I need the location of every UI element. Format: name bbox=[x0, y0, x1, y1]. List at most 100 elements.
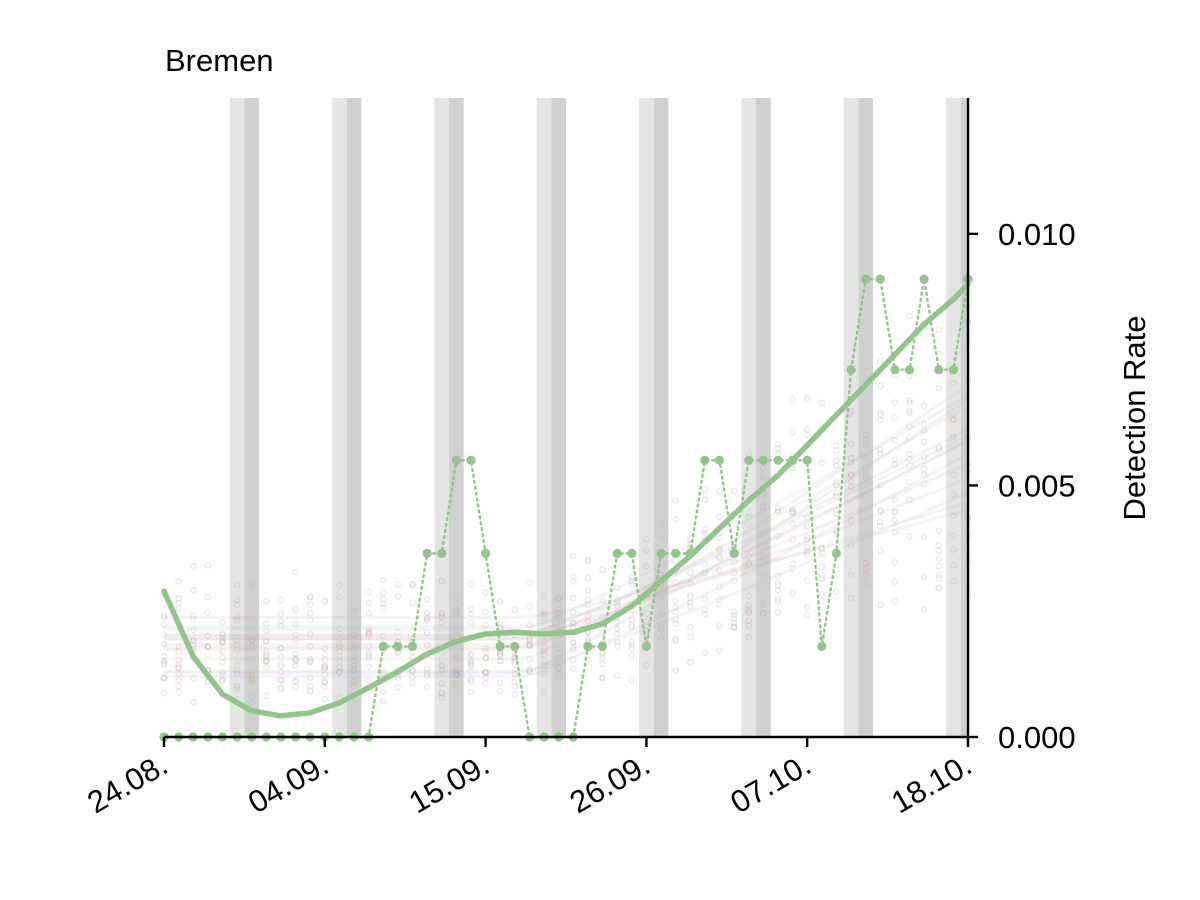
background-point bbox=[628, 677, 636, 684]
daily-series-point bbox=[890, 365, 900, 375]
background-point bbox=[628, 641, 636, 649]
background-point bbox=[570, 656, 577, 664]
daily-series-point bbox=[948, 365, 959, 375]
background-point bbox=[219, 671, 226, 678]
background-point bbox=[862, 581, 870, 589]
background-point bbox=[774, 441, 782, 448]
background-point bbox=[716, 583, 723, 591]
background-point bbox=[906, 478, 913, 486]
weekend-band-sat-4 bbox=[639, 98, 654, 737]
weekend-band-sun-5 bbox=[756, 98, 771, 737]
background-point bbox=[365, 642, 373, 650]
background-point bbox=[789, 464, 796, 472]
background-point bbox=[467, 662, 475, 670]
background-point bbox=[862, 431, 870, 439]
background-point bbox=[862, 454, 870, 462]
background-point bbox=[511, 691, 519, 698]
background-point bbox=[438, 613, 446, 620]
background-point bbox=[438, 610, 446, 618]
background-point bbox=[774, 597, 782, 605]
background-point bbox=[730, 611, 738, 619]
daily-series-point bbox=[466, 455, 476, 465]
background-point bbox=[891, 528, 899, 536]
background-point bbox=[584, 601, 592, 608]
background-point bbox=[379, 577, 387, 584]
background-point bbox=[262, 648, 270, 655]
background-point bbox=[920, 465, 928, 473]
daily-series-point bbox=[378, 641, 388, 652]
background-point bbox=[248, 636, 255, 644]
background-point bbox=[160, 674, 168, 682]
background-point bbox=[920, 573, 928, 580]
background-point bbox=[292, 632, 299, 639]
background-point bbox=[160, 612, 168, 619]
background-point bbox=[262, 692, 270, 700]
daily-series-point bbox=[861, 274, 871, 284]
background-point bbox=[438, 619, 446, 627]
background-point bbox=[877, 522, 884, 530]
background-point bbox=[467, 667, 475, 675]
background-point bbox=[189, 637, 197, 645]
background-point bbox=[818, 563, 826, 571]
y-tick-label: 0.010 bbox=[998, 217, 1076, 252]
weekend-bands bbox=[229, 98, 968, 737]
background-point bbox=[613, 584, 621, 592]
weekend-band-sun-0 bbox=[244, 98, 260, 737]
background-point bbox=[467, 657, 475, 665]
background-trend-line bbox=[164, 452, 969, 679]
background-point bbox=[409, 599, 416, 606]
background-point bbox=[233, 601, 241, 608]
background-point bbox=[350, 665, 358, 672]
background-point bbox=[350, 676, 358, 684]
background-point bbox=[175, 605, 182, 613]
background-point bbox=[350, 653, 358, 661]
background-point bbox=[687, 594, 694, 602]
background-point bbox=[935, 574, 943, 582]
background-point bbox=[745, 560, 753, 568]
background-point bbox=[803, 431, 811, 439]
background-point bbox=[920, 427, 928, 435]
background-point bbox=[204, 609, 212, 617]
background-point bbox=[891, 508, 899, 515]
daily-series-point bbox=[758, 455, 768, 465]
background-point bbox=[657, 634, 665, 642]
background-point bbox=[628, 638, 636, 646]
background-point bbox=[789, 507, 796, 515]
background-point bbox=[292, 662, 299, 670]
background-point bbox=[511, 670, 519, 678]
background-point bbox=[745, 607, 753, 614]
background-point bbox=[891, 414, 899, 421]
background-point bbox=[803, 543, 811, 551]
background-point bbox=[496, 598, 504, 605]
background-point bbox=[613, 642, 621, 650]
background-point bbox=[687, 569, 694, 577]
background-point bbox=[818, 575, 826, 582]
background-point bbox=[219, 638, 226, 646]
background-point bbox=[803, 536, 811, 544]
background-point bbox=[467, 651, 475, 659]
background-point bbox=[292, 569, 299, 576]
background-point bbox=[233, 616, 241, 624]
background-point bbox=[906, 462, 913, 469]
background-point bbox=[789, 560, 796, 568]
background-point bbox=[306, 631, 314, 638]
background-point bbox=[920, 402, 928, 410]
daily-series-point bbox=[744, 455, 754, 465]
background-point bbox=[321, 662, 329, 670]
background-point bbox=[365, 623, 373, 631]
background-point bbox=[862, 492, 870, 500]
background-point bbox=[701, 496, 709, 503]
background-point bbox=[306, 642, 314, 650]
background-point bbox=[277, 611, 285, 618]
background-point bbox=[423, 615, 431, 622]
background-point bbox=[453, 681, 460, 689]
background-point bbox=[160, 673, 168, 681]
background-point bbox=[233, 596, 241, 604]
background-point bbox=[555, 596, 563, 603]
background-point bbox=[760, 601, 767, 608]
background-point bbox=[774, 582, 782, 589]
background-point bbox=[891, 597, 899, 605]
background-point bbox=[423, 665, 431, 673]
daily-series-point bbox=[671, 548, 681, 559]
background-point bbox=[891, 456, 899, 464]
